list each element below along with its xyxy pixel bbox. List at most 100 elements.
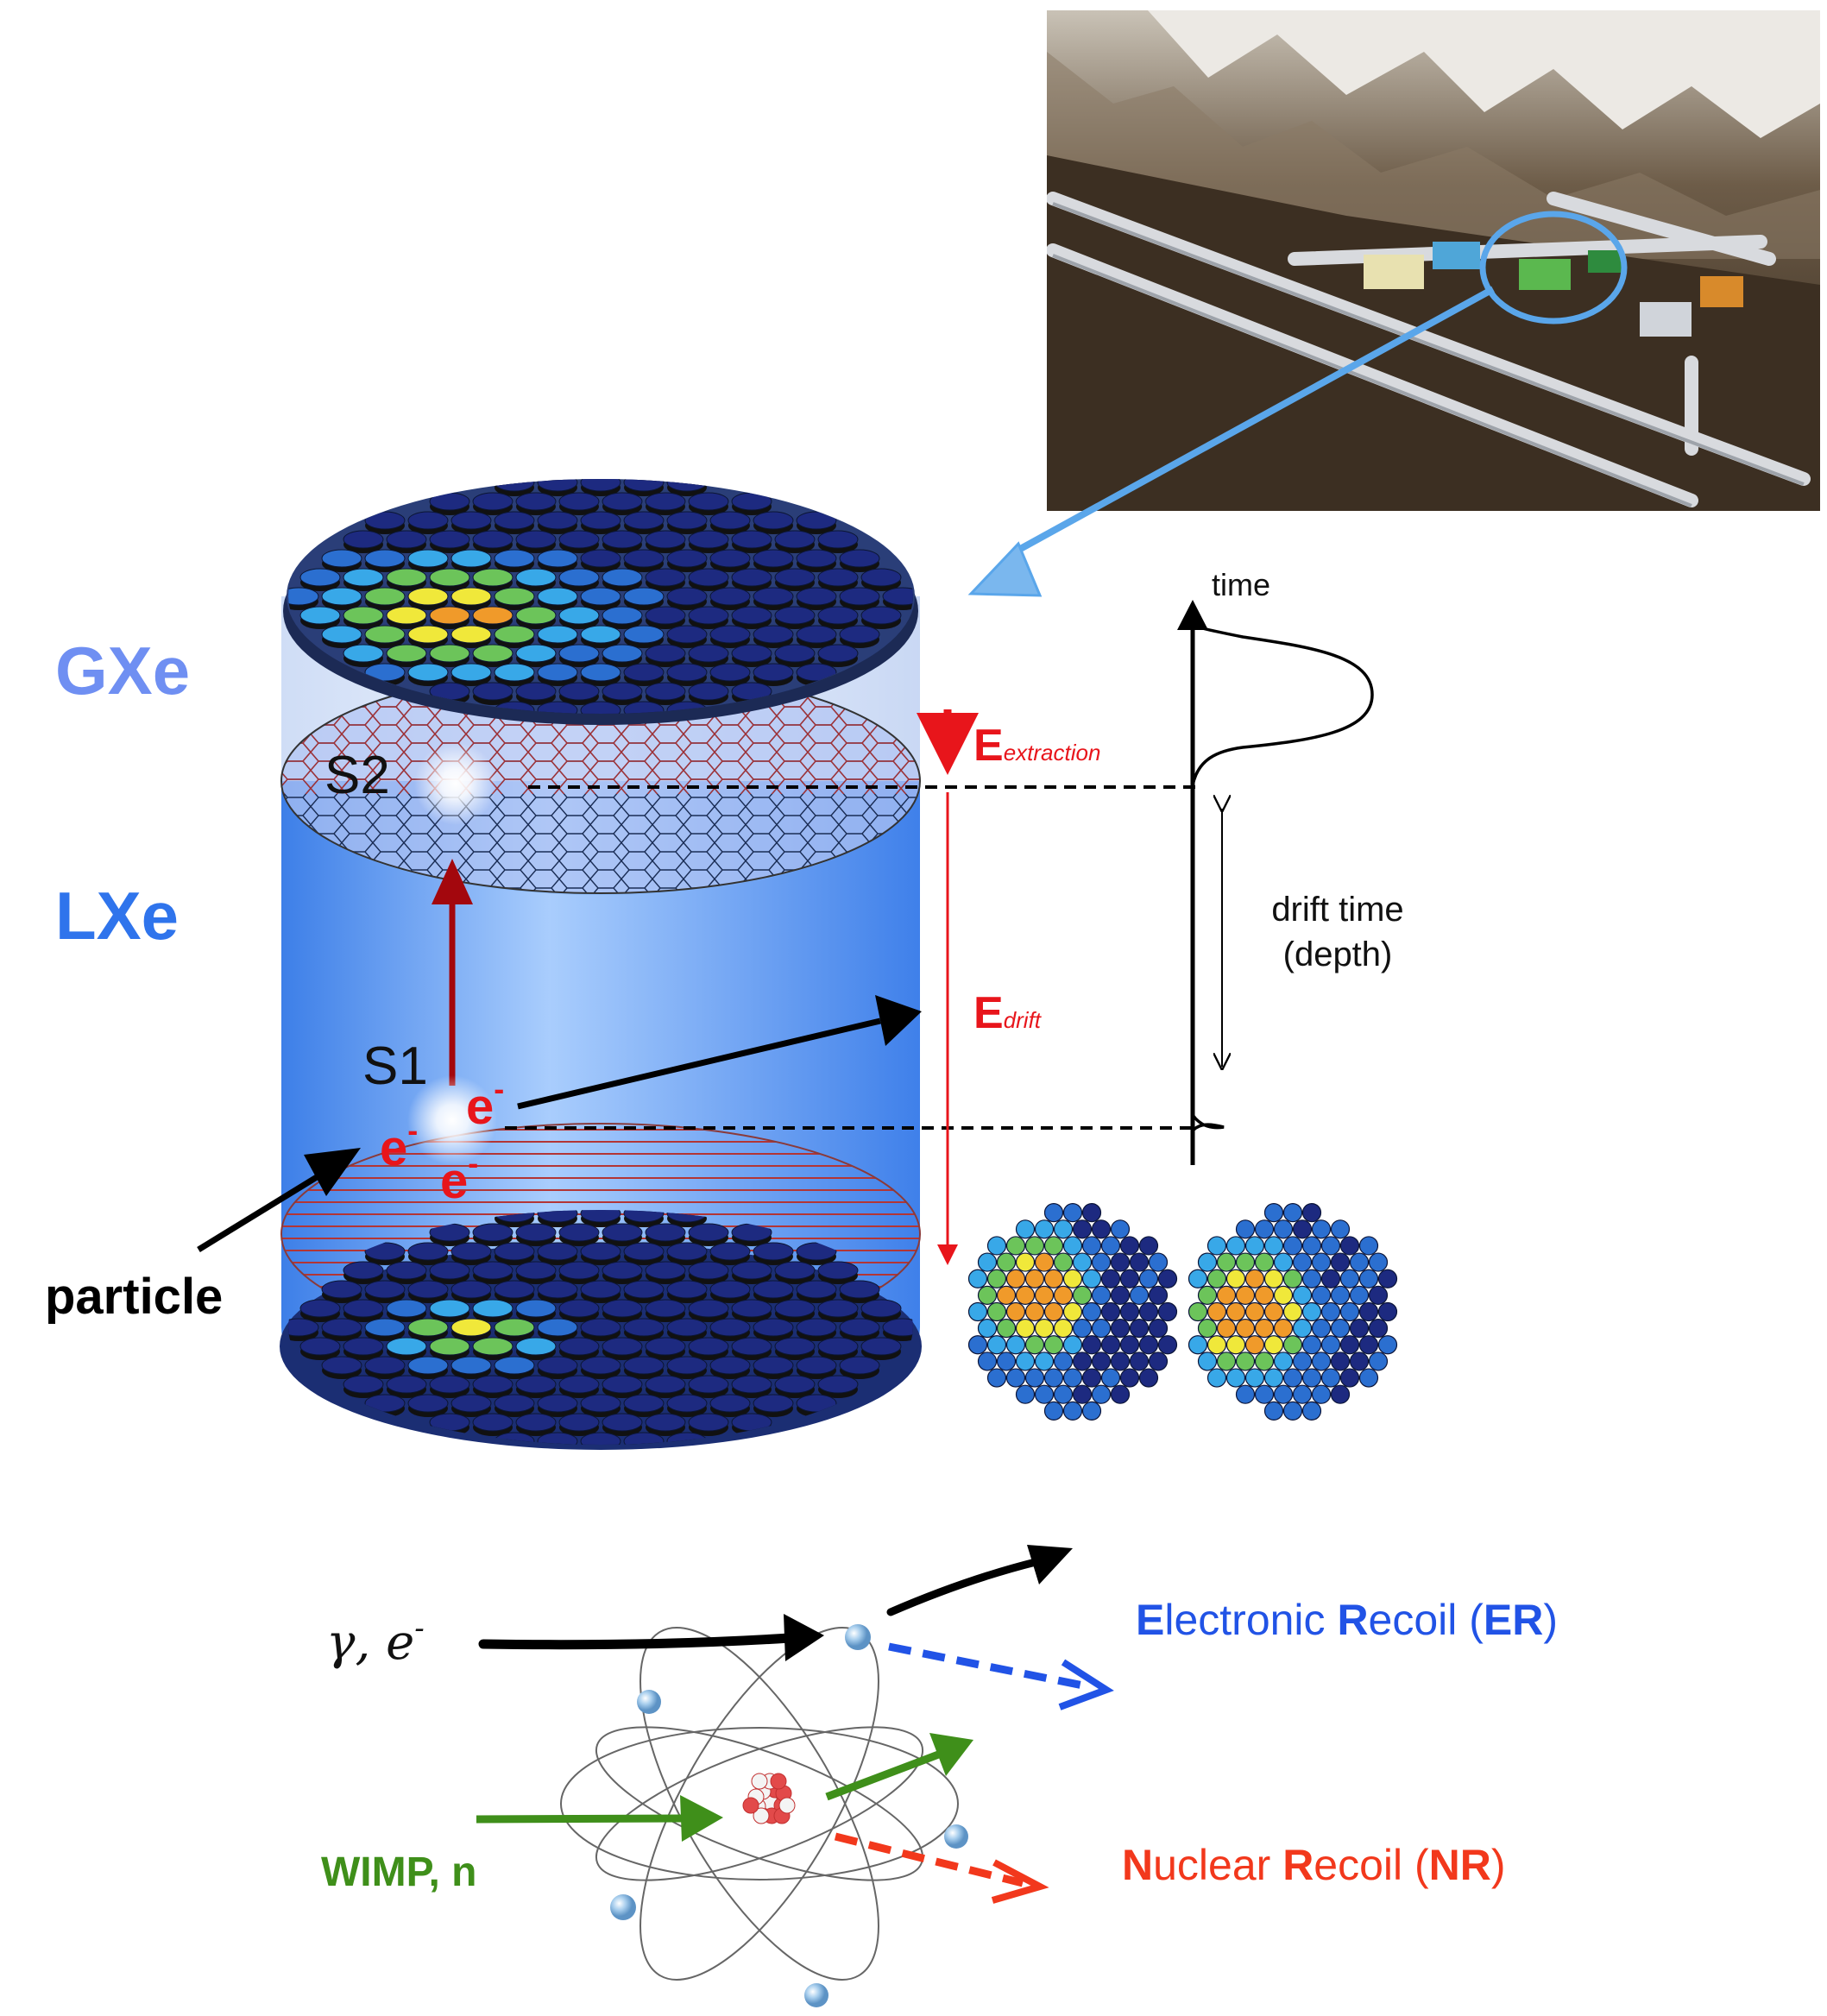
pmt bbox=[1024, 1269, 1045, 1288]
er-incoming-arrow bbox=[478, 1633, 795, 1650]
pmt bbox=[731, 568, 772, 587]
pmt bbox=[817, 568, 859, 587]
pmt bbox=[623, 1356, 665, 1375]
pmt bbox=[731, 1337, 772, 1356]
electron-label: e- bbox=[440, 1145, 479, 1209]
pmt bbox=[580, 1432, 621, 1445]
pmt bbox=[450, 549, 492, 568]
pmt bbox=[1110, 1384, 1131, 1404]
pmt bbox=[1320, 1368, 1341, 1388]
pmt bbox=[472, 1261, 513, 1280]
pmt bbox=[537, 479, 578, 492]
pmt bbox=[1081, 1203, 1102, 1223]
underground-lab-picture bbox=[1047, 10, 1820, 511]
pmt bbox=[731, 492, 772, 511]
pmt bbox=[450, 663, 492, 682]
pmt bbox=[1282, 1401, 1303, 1421]
electron-label: e- bbox=[380, 1112, 419, 1176]
pmt bbox=[796, 1242, 837, 1261]
nr-label: Nuclear Recoil (NR) bbox=[1122, 1843, 1506, 1887]
pmt bbox=[688, 1413, 729, 1432]
pmt bbox=[321, 1356, 362, 1375]
er-incoming-label: γ, e- bbox=[326, 1611, 425, 1671]
pmt bbox=[1043, 1301, 1064, 1322]
pmt bbox=[1110, 1219, 1131, 1239]
pmt bbox=[986, 1335, 1007, 1355]
pmt bbox=[429, 1337, 470, 1356]
pmt bbox=[1263, 1236, 1284, 1256]
nr-scattered-arrow bbox=[825, 1749, 942, 1801]
pmt bbox=[817, 606, 859, 625]
pmt bbox=[537, 1210, 578, 1223]
pmt bbox=[299, 606, 341, 625]
pmt bbox=[796, 663, 837, 682]
pmt bbox=[623, 1280, 665, 1299]
pmt bbox=[1235, 1351, 1256, 1371]
pmt bbox=[537, 663, 578, 682]
signal-waveform bbox=[1191, 624, 1374, 1161]
pmt bbox=[343, 1299, 384, 1318]
pmt bbox=[1301, 1401, 1322, 1421]
pmt bbox=[1024, 1236, 1045, 1256]
pmt bbox=[537, 1280, 578, 1299]
er-scattered-arrow bbox=[886, 1558, 1040, 1616]
pmt bbox=[1320, 1335, 1341, 1355]
pmt bbox=[1043, 1368, 1064, 1388]
atom-diagram bbox=[560, 1624, 968, 2007]
pmt bbox=[1188, 1301, 1208, 1322]
pmt bbox=[839, 1356, 880, 1375]
pmt bbox=[1072, 1252, 1093, 1272]
pmt bbox=[817, 1299, 859, 1318]
pmt bbox=[494, 479, 535, 492]
pmt bbox=[1157, 1301, 1178, 1322]
pmt bbox=[364, 1280, 406, 1299]
pmt bbox=[580, 1242, 621, 1261]
pmt bbox=[386, 1337, 427, 1356]
recoil-label-part: NR bbox=[1428, 1841, 1491, 1889]
pmt bbox=[645, 1337, 686, 1356]
pmt bbox=[407, 1242, 449, 1261]
pmt bbox=[602, 1337, 643, 1356]
pmt bbox=[860, 1337, 902, 1356]
pmt bbox=[986, 1301, 1007, 1322]
pmt bbox=[515, 1261, 557, 1280]
pmt bbox=[1292, 1319, 1313, 1339]
pmt bbox=[1110, 1285, 1131, 1305]
pmt bbox=[666, 625, 708, 644]
pmt bbox=[623, 587, 665, 606]
pmt bbox=[1119, 1335, 1140, 1355]
pmt bbox=[1330, 1219, 1351, 1239]
pmt bbox=[860, 568, 902, 587]
pmt bbox=[1206, 1269, 1227, 1288]
pmt bbox=[580, 511, 621, 530]
pmt bbox=[977, 1285, 998, 1305]
nucleon bbox=[753, 1807, 770, 1824]
scattered-particle-arrow bbox=[517, 1017, 881, 1110]
er-incoming-arrowhead bbox=[784, 1614, 824, 1661]
pmt bbox=[1110, 1351, 1131, 1371]
pmt bbox=[1034, 1319, 1055, 1339]
pmt bbox=[796, 1318, 837, 1337]
pmt bbox=[364, 1394, 406, 1413]
pmt bbox=[774, 568, 816, 587]
recoil-label-part: lectronic bbox=[1164, 1596, 1338, 1644]
pmt bbox=[472, 644, 513, 663]
pmt bbox=[753, 511, 794, 530]
pmt bbox=[645, 682, 686, 701]
pmt bbox=[1235, 1319, 1256, 1339]
pmt bbox=[1072, 1384, 1093, 1404]
pmt bbox=[1339, 1269, 1360, 1288]
pmt bbox=[580, 1318, 621, 1337]
pmt bbox=[558, 530, 600, 549]
pmt bbox=[1043, 1401, 1064, 1421]
pmt bbox=[1244, 1368, 1265, 1388]
pmt bbox=[753, 625, 794, 644]
pmt bbox=[1188, 1269, 1208, 1288]
pmt bbox=[1225, 1335, 1246, 1355]
gxe-label: GXe bbox=[55, 633, 191, 709]
pmt bbox=[996, 1285, 1017, 1305]
drift-time-label: drift time (depth) bbox=[1234, 887, 1441, 977]
pmt bbox=[515, 1299, 557, 1318]
pmt bbox=[407, 587, 449, 606]
particle-label: particle bbox=[45, 1269, 224, 1325]
